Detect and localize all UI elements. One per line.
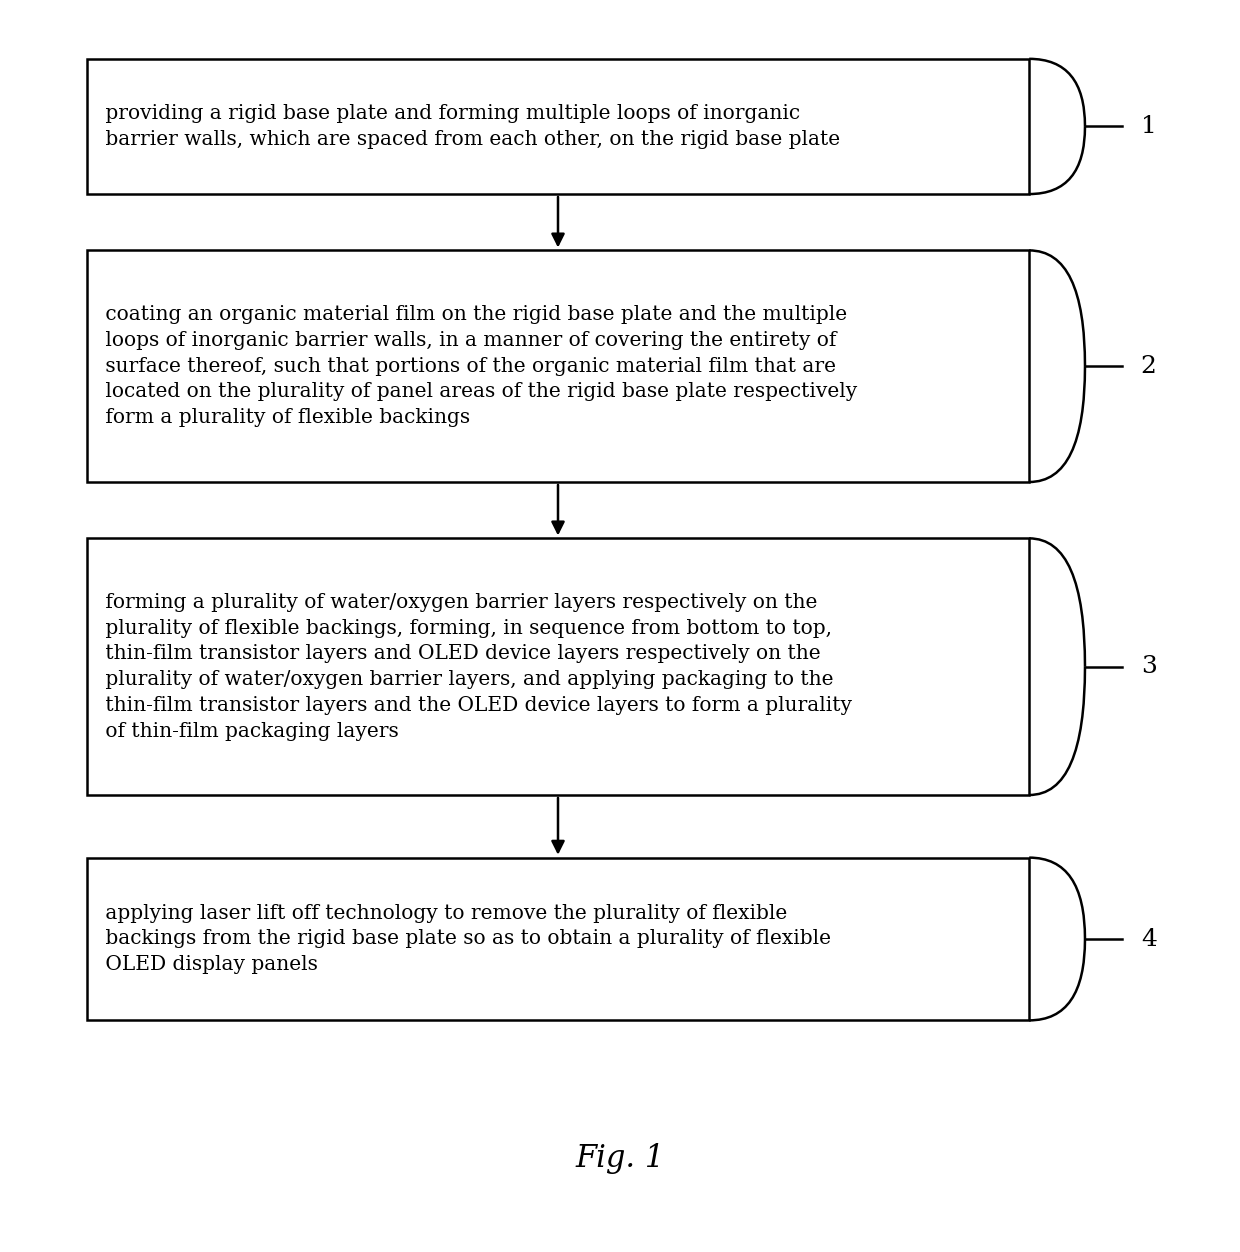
Text: 3: 3 — [1141, 655, 1157, 679]
FancyBboxPatch shape — [87, 858, 1029, 1020]
Text: providing a rigid base plate and forming multiple loops of inorganic
 barrier wa: providing a rigid base plate and forming… — [99, 104, 841, 149]
Text: Fig. 1: Fig. 1 — [575, 1143, 665, 1173]
FancyBboxPatch shape — [87, 538, 1029, 795]
Text: 1: 1 — [1141, 115, 1157, 138]
FancyBboxPatch shape — [87, 59, 1029, 194]
Text: 2: 2 — [1141, 354, 1157, 378]
Text: applying laser lift off technology to remove the plurality of flexible
 backings: applying laser lift off technology to re… — [99, 904, 831, 974]
Text: 4: 4 — [1141, 928, 1157, 950]
Text: coating an organic material film on the rigid base plate and the multiple
 loops: coating an organic material film on the … — [99, 305, 857, 427]
Text: forming a plurality of water/oxygen barrier layers respectively on the
 pluralit: forming a plurality of water/oxygen barr… — [99, 592, 852, 741]
FancyBboxPatch shape — [87, 250, 1029, 482]
